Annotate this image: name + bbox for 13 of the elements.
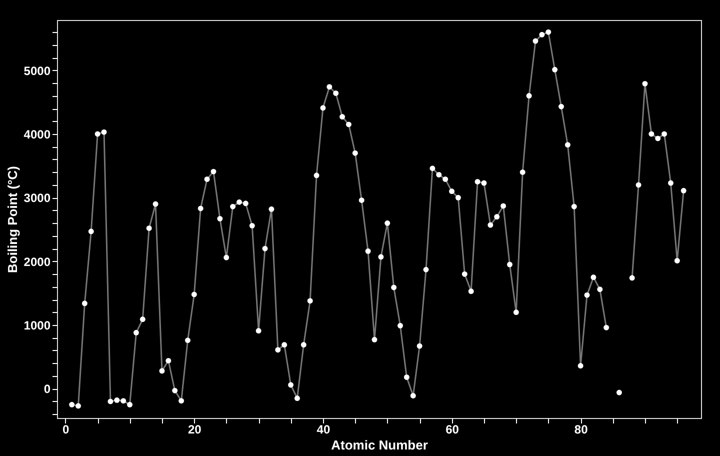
x-tick-label: 0 (62, 422, 70, 436)
x-tick-label: 20 (188, 422, 202, 436)
x-tick-label: 40 (316, 422, 330, 436)
x-tick-label: 60 (446, 422, 460, 436)
x-tick-label: 80 (574, 422, 588, 436)
y-tick-label: 1000 (24, 318, 51, 333)
y-tick-label: 0 (44, 382, 51, 396)
y-tick-label: 4000 (24, 127, 51, 142)
y-axis-title: Boiling Point (°C) (4, 166, 20, 274)
y-tick-label: 3000 (24, 191, 51, 206)
y-tick-label: 2000 (24, 254, 51, 269)
x-axis-title: Atomic Number (331, 438, 428, 452)
y-tick-label: 5000 (24, 64, 51, 78)
